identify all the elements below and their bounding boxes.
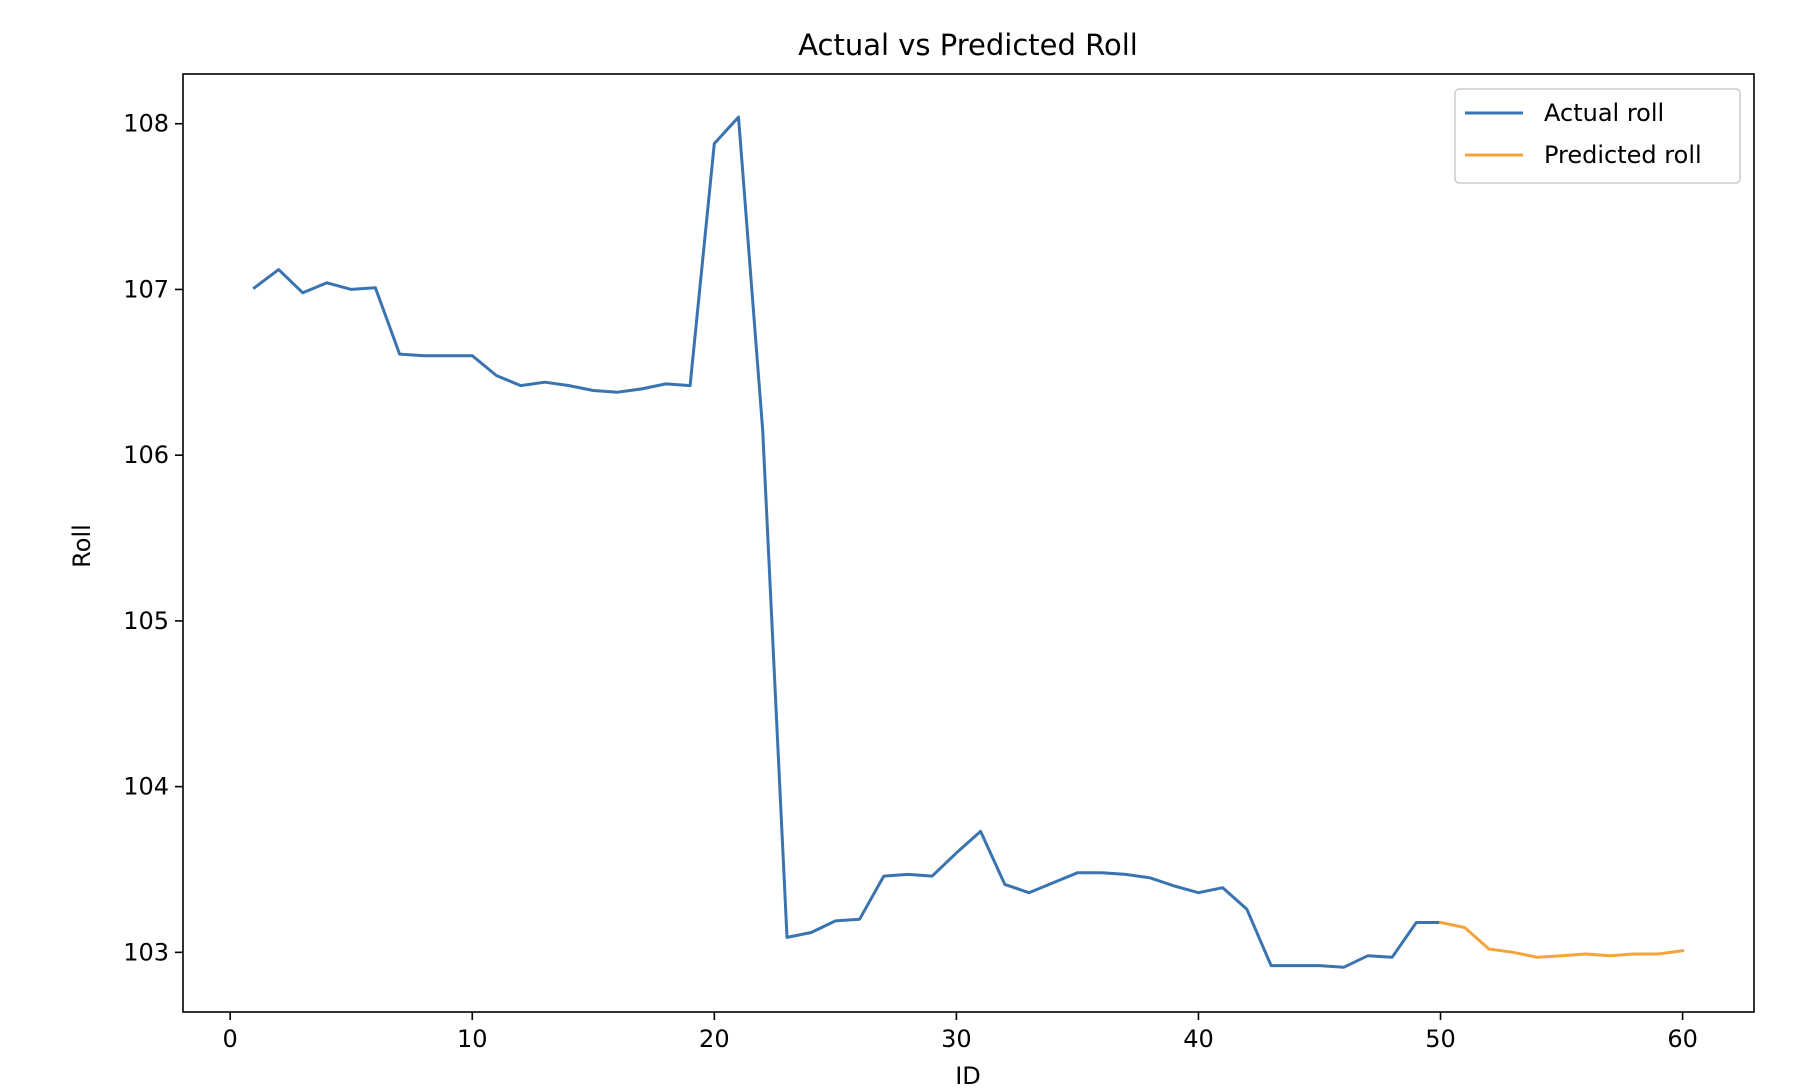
x-tick-label: 50 xyxy=(1425,1025,1456,1053)
legend: Actual roll Predicted roll xyxy=(1454,88,1741,184)
plot-area xyxy=(182,73,1755,1013)
x-tick-label: 60 xyxy=(1667,1025,1698,1053)
y-tick-label: 105 xyxy=(123,607,169,635)
x-axis-ticks: 0 10 20 30 40 50 60 xyxy=(223,1012,1698,1053)
y-tick-label: 106 xyxy=(123,441,169,469)
series-line-actual-roll xyxy=(252,115,1442,969)
x-tick-label: 20 xyxy=(699,1025,730,1053)
legend-box xyxy=(1454,88,1741,184)
x-tick-label: 30 xyxy=(941,1025,972,1053)
y-tick-label: 108 xyxy=(123,110,169,138)
plot-frame xyxy=(182,73,1755,1013)
y-tick-label: 103 xyxy=(123,938,169,966)
legend-label: Predicted roll xyxy=(1544,141,1702,169)
legend-label: Actual roll xyxy=(1544,99,1664,127)
y-axis-label: Roll xyxy=(68,524,96,568)
y-axis-ticks: 103 104 105 106 107 108 xyxy=(123,110,183,966)
x-tick-label: 0 xyxy=(223,1025,238,1053)
chart-title: Actual vs Predicted Roll xyxy=(798,28,1138,62)
x-axis-label: ID xyxy=(955,1062,981,1090)
x-tick-label: 10 xyxy=(457,1025,488,1053)
x-tick-label: 40 xyxy=(1183,1025,1214,1053)
series-line-predicted-roll xyxy=(1438,920,1685,959)
y-tick-label: 104 xyxy=(123,773,169,801)
y-tick-label: 107 xyxy=(123,275,169,303)
